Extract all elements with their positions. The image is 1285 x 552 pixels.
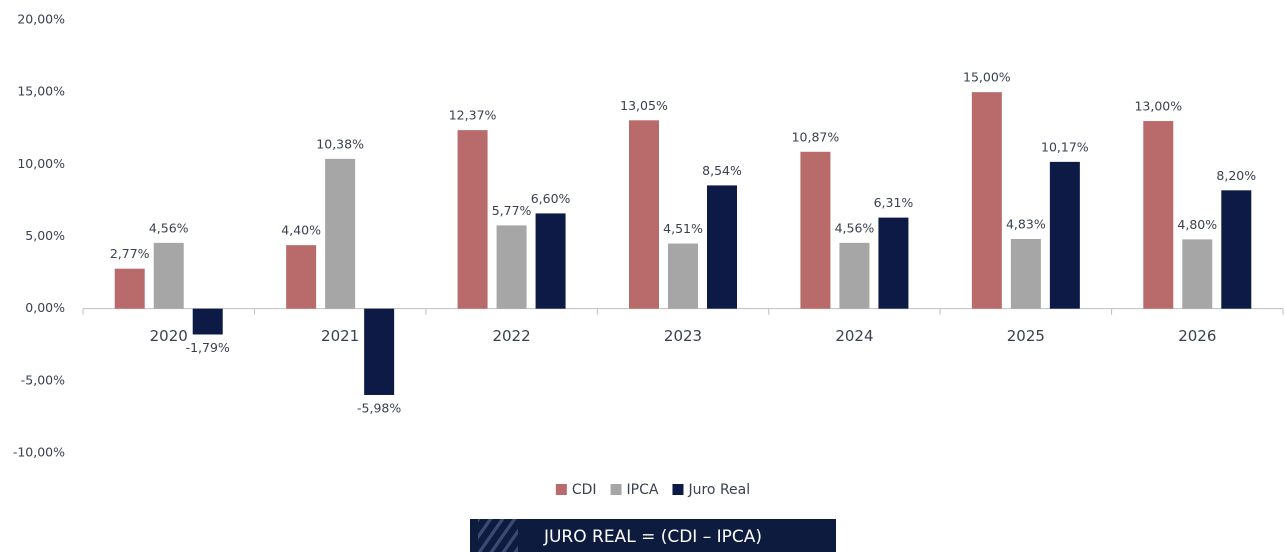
x-tick-label: 2023	[664, 327, 702, 345]
bar	[629, 120, 659, 309]
bar	[878, 217, 909, 309]
legend-swatch	[610, 484, 622, 495]
legend-label: IPCA	[627, 482, 659, 498]
value-label: -1,79%	[186, 340, 230, 355]
bar	[971, 92, 1002, 309]
bar	[496, 225, 527, 309]
value-label: 4,56%	[149, 220, 189, 235]
value-label: 10,17%	[1041, 139, 1089, 154]
y-tick-label: 20,00%	[17, 12, 65, 27]
banner	[470, 519, 836, 552]
bar	[1182, 239, 1213, 309]
x-tick-label: 2025	[1007, 327, 1045, 345]
value-label: 4,83%	[1006, 216, 1046, 231]
value-label: 5,77%	[492, 203, 532, 218]
value-label: 12,37%	[449, 108, 497, 123]
legend-swatch	[672, 484, 684, 495]
y-tick-label: 0,00%	[25, 300, 65, 315]
bar	[839, 242, 870, 309]
bar	[707, 185, 737, 309]
value-label: -5,98%	[357, 400, 401, 415]
bar	[114, 268, 145, 309]
bar	[535, 213, 566, 309]
value-label: 13,05%	[620, 98, 668, 113]
y-tick-label: 10,00%	[17, 156, 65, 171]
bar	[286, 245, 317, 309]
x-tick-label: 2022	[492, 327, 530, 345]
y-tick-label: 15,00%	[17, 84, 65, 99]
annotation: JURO REAL = (CDI – IPCA)	[543, 527, 762, 547]
value-label: 2,77%	[110, 246, 150, 261]
bar	[1049, 161, 1080, 309]
value-label: 10,38%	[316, 136, 364, 151]
value-label: 4,56%	[835, 220, 875, 235]
x-tick-label: 2026	[1178, 327, 1216, 345]
bar	[1143, 121, 1174, 309]
bar	[1221, 190, 1252, 309]
y-tick-label: -5,00%	[21, 372, 65, 387]
value-label: 13,00%	[1134, 99, 1182, 114]
value-label: 8,54%	[702, 163, 742, 178]
value-label: 10,87%	[792, 129, 840, 144]
value-label: 6,31%	[874, 195, 914, 210]
y-tick-label: 5,00%	[25, 228, 65, 243]
x-tick-label: 2024	[835, 327, 873, 345]
bar	[192, 308, 223, 335]
value-label: 4,51%	[663, 221, 703, 236]
y-tick-label: -10,00%	[13, 445, 65, 460]
bar	[668, 243, 698, 309]
banner-stripes	[478, 519, 518, 552]
bar	[364, 308, 395, 395]
bar	[325, 158, 356, 309]
bar	[1010, 238, 1041, 309]
legend-label: Juro Real	[687, 482, 750, 498]
bar	[800, 151, 831, 309]
bar	[457, 130, 488, 309]
value-label: 4,40%	[281, 223, 321, 238]
x-tick-label: 2020	[150, 327, 188, 345]
legend-swatch	[555, 484, 567, 495]
value-label: 4,80%	[1177, 217, 1217, 232]
x-tick-label: 2021	[321, 327, 359, 345]
legend-label: CDI	[572, 482, 597, 498]
value-label: 6,60%	[531, 191, 571, 206]
value-label: 15,00%	[963, 70, 1011, 85]
value-label: 8,20%	[1216, 168, 1256, 183]
bar	[153, 242, 184, 309]
